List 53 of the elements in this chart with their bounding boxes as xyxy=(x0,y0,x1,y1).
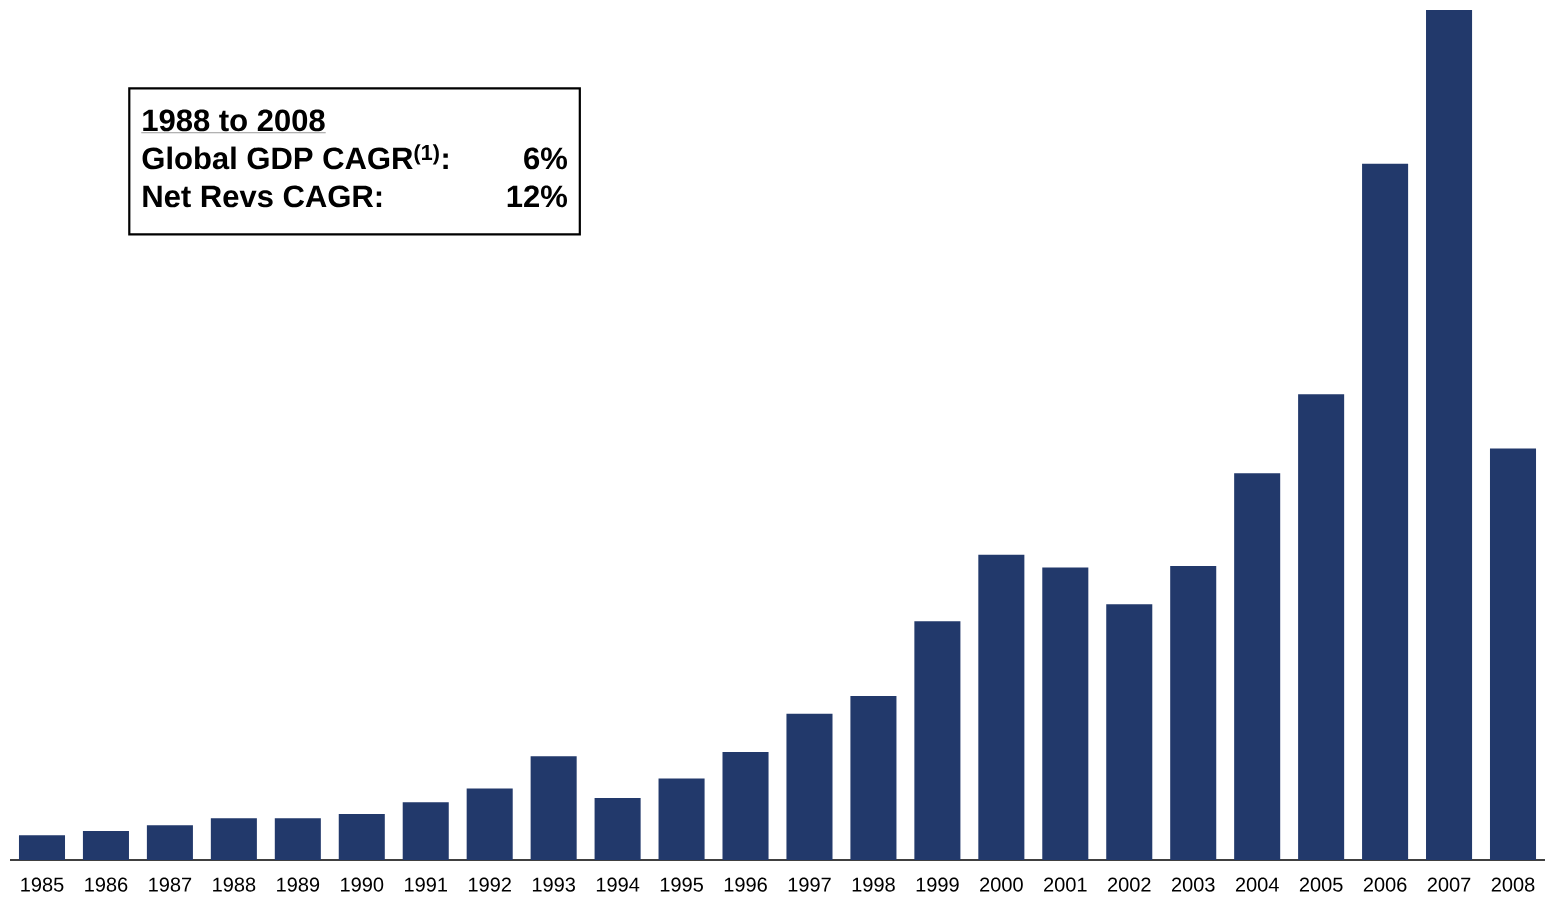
x-tick-label: 1992 xyxy=(468,877,511,892)
annotation: Global GDP CAGR$^{(1)}$: xyxy=(142,144,448,170)
bar xyxy=(1234,473,1281,860)
x-tick-label: 1985 xyxy=(21,877,64,892)
bar xyxy=(722,752,769,860)
x-tick-label: 2007 xyxy=(1427,877,1471,892)
bar xyxy=(210,818,257,860)
bar xyxy=(1426,9,1473,860)
bar xyxy=(402,802,449,860)
x-tick-label: 1998 xyxy=(852,877,895,892)
x-tick-label: 2004 xyxy=(1235,877,1279,892)
annotation: Net Revs CAGR: xyxy=(143,185,382,208)
x-tick-label: 2000 xyxy=(980,877,1023,892)
x-tick-label: 1987 xyxy=(149,877,192,892)
bar xyxy=(82,831,129,860)
x-tick-label: 1993 xyxy=(532,877,575,892)
x-tick-label: 1999 xyxy=(916,877,959,892)
bar xyxy=(18,835,66,860)
x-tick-label: 1996 xyxy=(724,877,767,892)
bar xyxy=(658,778,705,860)
x-tick-label: 2002 xyxy=(1108,877,1151,892)
x-tick-label: 1988 xyxy=(213,877,256,892)
bar xyxy=(978,554,1025,860)
annotation: 6% xyxy=(524,147,567,170)
bar xyxy=(1042,567,1089,860)
bar xyxy=(914,621,961,860)
annotation: 12% xyxy=(507,185,567,208)
x-tick-label: 2008 xyxy=(1491,877,1535,892)
bar xyxy=(146,825,193,860)
x-tick-label: 2001 xyxy=(1044,877,1087,892)
bar xyxy=(594,797,641,860)
bar xyxy=(1362,163,1409,860)
x-tick-label: 1994 xyxy=(596,877,640,892)
x-tick-label: 1986 xyxy=(85,877,128,892)
bar xyxy=(1106,604,1153,860)
x-tick-label: 2003 xyxy=(1171,877,1215,892)
bar xyxy=(1170,565,1217,860)
annotation: 1988 to 2008 xyxy=(143,109,325,132)
bar xyxy=(466,788,513,860)
x-tick-label: 1997 xyxy=(788,877,831,892)
bar xyxy=(530,756,577,860)
x-tick-label: 2006 xyxy=(1363,877,1407,892)
x-tick-label: 1989 xyxy=(277,877,320,892)
x-tick-label: 2005 xyxy=(1299,877,1343,892)
bar xyxy=(338,814,385,860)
x-tick-label: 1990 xyxy=(341,877,384,892)
bar xyxy=(1298,394,1345,860)
bar xyxy=(786,713,833,860)
x-tick-label: 1991 xyxy=(405,877,447,892)
bar xyxy=(1489,448,1537,860)
bar xyxy=(850,695,897,860)
bar xyxy=(274,818,321,860)
x-tick-label: 1995 xyxy=(660,877,703,892)
